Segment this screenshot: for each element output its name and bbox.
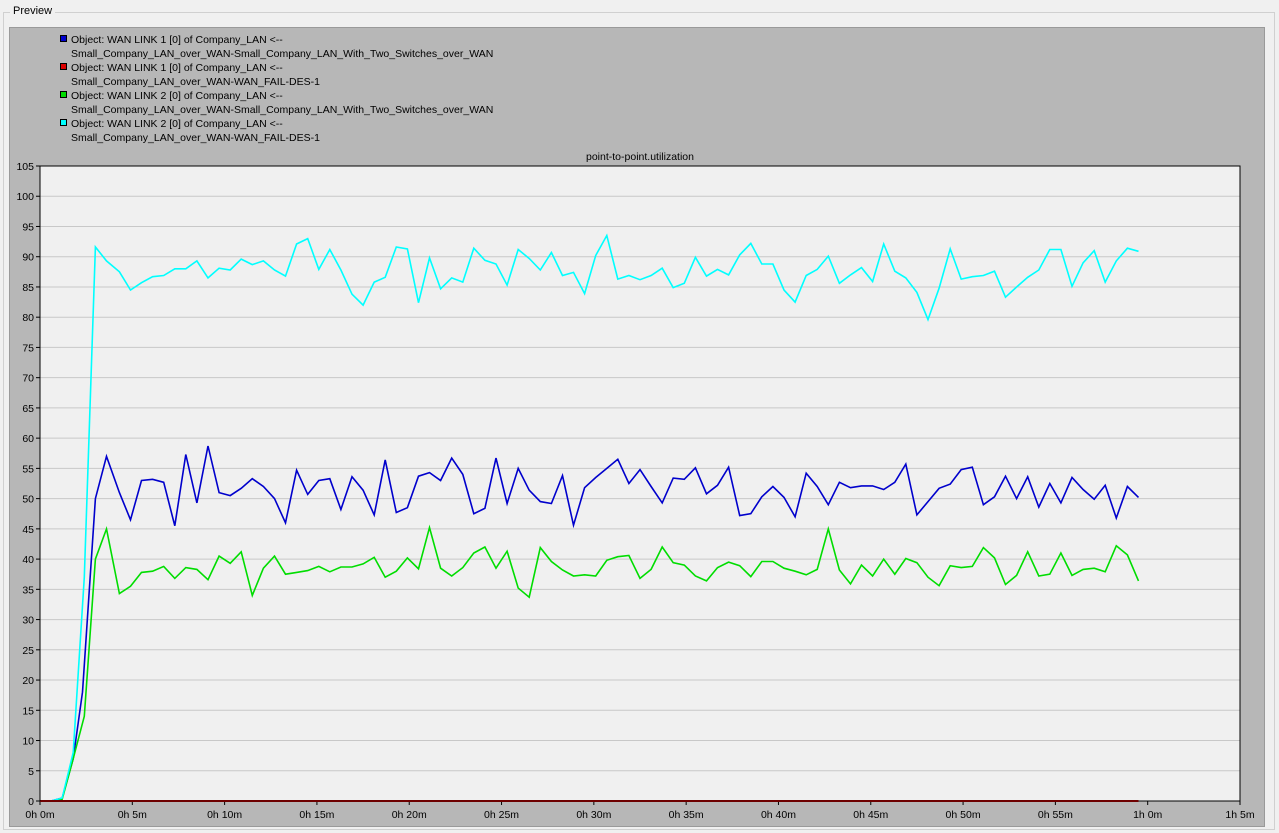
y-tick-label: 80 xyxy=(22,312,34,324)
legend-swatch-red xyxy=(60,63,67,70)
y-tick-label: 15 xyxy=(22,705,34,717)
legend-entry: Object: WAN LINK 1 [0] of Company_LAN <-… xyxy=(60,61,660,89)
legend-entry: Object: WAN LINK 2 [0] of Company_LAN <-… xyxy=(60,117,660,145)
y-tick-label: 5 xyxy=(28,766,34,778)
legend-label: Object: WAN LINK 2 [0] of Company_LAN <-… xyxy=(71,90,283,102)
y-tick-label: 20 xyxy=(22,675,34,687)
y-tick-label: 75 xyxy=(22,342,34,354)
preview-frame xyxy=(3,12,1275,830)
legend-label: Object: WAN LINK 1 [0] of Company_LAN <-… xyxy=(71,34,283,46)
legend-swatch-cyan xyxy=(60,119,67,126)
y-tick-label: 70 xyxy=(22,373,34,385)
legend-entry: Object: WAN LINK 2 [0] of Company_LAN <-… xyxy=(60,89,660,117)
chart-title: point-to-point.utilization xyxy=(586,151,694,163)
legend-swatch-green xyxy=(60,91,67,98)
y-tick-label: 50 xyxy=(22,494,34,506)
x-tick-label: 0h 50m xyxy=(946,809,981,821)
y-tick-label: 85 xyxy=(22,282,34,294)
x-tick-label: 0h 30m xyxy=(576,809,611,821)
y-tick-label: 55 xyxy=(22,463,34,475)
x-tick-label: 0h 35m xyxy=(669,809,704,821)
x-tick-label: 0h 20m xyxy=(392,809,427,821)
x-tick-label: 0h 15m xyxy=(299,809,334,821)
x-tick-label: 0h 25m xyxy=(484,809,519,821)
x-tick-label: 0h 0m xyxy=(25,809,54,821)
x-tick-label: 0h 40m xyxy=(761,809,796,821)
preview-group-title: Preview xyxy=(10,5,56,17)
y-tick-label: 45 xyxy=(22,524,34,536)
y-tick-label: 30 xyxy=(22,615,34,627)
chart-legend: Object: WAN LINK 1 [0] of Company_LAN <-… xyxy=(60,33,660,145)
legend-swatch-blue xyxy=(60,35,67,42)
legend-label-continued: Small_Company_LAN_over_WAN-WAN_FAIL-DES-… xyxy=(71,76,320,88)
y-tick-label: 40 xyxy=(22,554,34,566)
y-tick-label: 95 xyxy=(22,221,34,233)
x-tick-label: 0h 5m xyxy=(118,809,147,821)
y-tick-label: 25 xyxy=(22,645,34,657)
y-tick-label: 65 xyxy=(22,403,34,415)
x-tick-label: 0h 10m xyxy=(207,809,242,821)
x-tick-label: 1h 5m xyxy=(1225,809,1254,821)
plot-frame xyxy=(39,165,1241,802)
y-tick-label: 105 xyxy=(16,161,34,173)
legend-label-continued: Small_Company_LAN_over_WAN-Small_Company… xyxy=(71,48,494,60)
series-line-1 xyxy=(40,445,1140,802)
legend-label: Object: WAN LINK 2 [0] of Company_LAN <-… xyxy=(71,118,283,130)
legend-label-continued: Small_Company_LAN_over_WAN-WAN_FAIL-DES-… xyxy=(71,132,320,144)
series-line-3 xyxy=(40,524,1140,802)
legend-entry: Object: WAN LINK 1 [0] of Company_LAN <-… xyxy=(60,33,660,61)
x-tick-label: 0h 55m xyxy=(1038,809,1073,821)
y-tick-label: 60 xyxy=(22,433,34,445)
y-tick-label: 0 xyxy=(28,796,34,808)
series-line-4 xyxy=(40,233,1139,802)
legend-label: Object: WAN LINK 1 [0] of Company_LAN <-… xyxy=(71,62,283,74)
y-tick-label: 10 xyxy=(22,736,34,748)
x-tick-label: 1h 0m xyxy=(1133,809,1162,821)
y-tick-label: 35 xyxy=(22,584,34,596)
y-tick-label: 90 xyxy=(22,252,34,264)
legend-label-continued: Small_Company_LAN_over_WAN-Small_Company… xyxy=(71,104,494,116)
x-tick-label: 0h 45m xyxy=(853,809,888,821)
y-tick-label: 100 xyxy=(16,191,34,203)
plot-area xyxy=(40,166,1240,801)
